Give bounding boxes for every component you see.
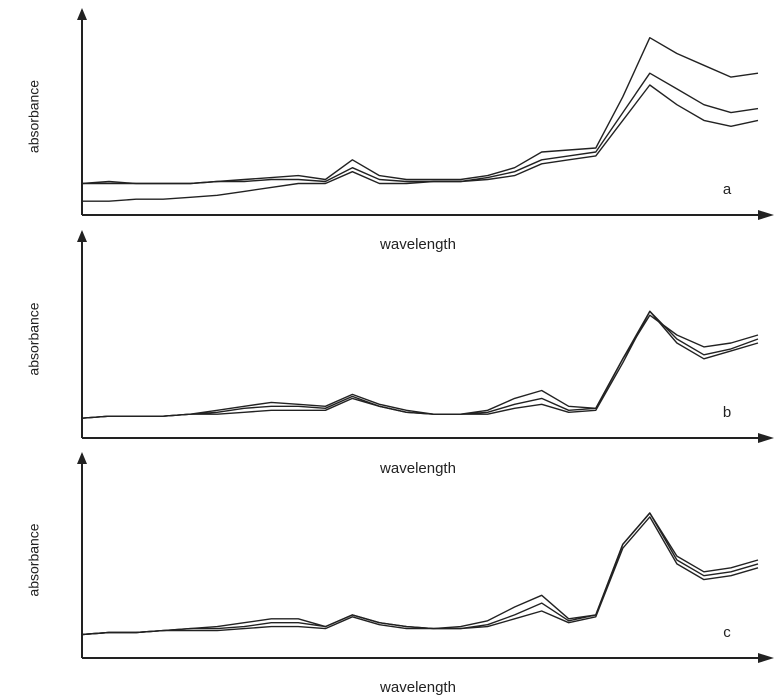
x-axis-label: wavelength — [379, 460, 456, 477]
spectrum-line — [81, 512, 759, 636]
x-axis-arrow — [758, 653, 774, 663]
spectrum-line — [81, 37, 759, 185]
spectrum-line — [81, 310, 759, 419]
y-axis-label: absorbance — [26, 302, 42, 375]
y-axis-arrow — [77, 8, 87, 20]
x-axis-arrow — [758, 433, 774, 443]
spectrum-line — [81, 512, 759, 636]
x-axis-arrow — [758, 210, 774, 220]
panel-label: a — [723, 181, 732, 198]
spectrum-line — [82, 84, 759, 202]
y-axis-label: absorbance — [26, 523, 42, 596]
spectrum-line — [81, 516, 759, 636]
y-axis-arrow — [77, 230, 87, 242]
x-axis-label: wavelength — [379, 236, 456, 253]
spectrum-line — [81, 310, 759, 419]
y-axis-arrow — [77, 452, 87, 464]
spectrum-line — [82, 72, 759, 185]
panel-label: b — [723, 404, 731, 421]
spectrum-line — [81, 314, 759, 419]
panel-label: c — [723, 624, 731, 641]
x-axis-label: wavelength — [379, 679, 456, 696]
y-axis-label: absorbance — [26, 80, 42, 153]
